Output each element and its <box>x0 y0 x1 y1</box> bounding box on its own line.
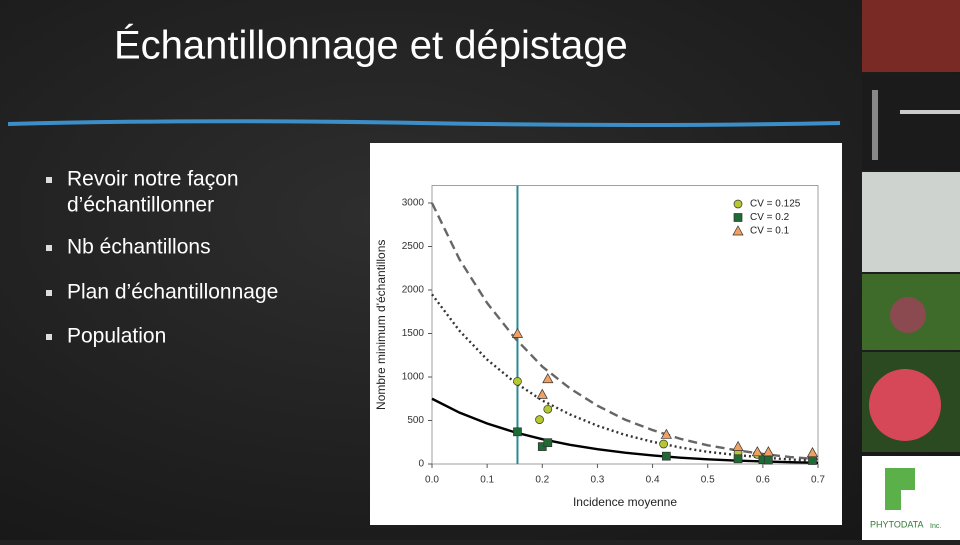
y-tick-label: 500 <box>407 415 424 426</box>
x-tick-label: 0.4 <box>646 475 660 486</box>
logo-name: PHYTODATA <box>870 519 924 529</box>
point <box>536 388 548 399</box>
fit-curve <box>431 397 819 464</box>
y-tick-label: 0 <box>418 459 424 470</box>
point <box>543 404 553 414</box>
x-tick-label: 0.3 <box>590 475 604 486</box>
point <box>806 446 819 458</box>
point <box>732 440 744 451</box>
x-tick-label: 0.6 <box>756 475 770 486</box>
point <box>662 451 671 461</box>
bullet-text: Plan d’échantillonnage <box>67 281 278 304</box>
x-tick-label: 0.2 <box>535 475 549 486</box>
x-tick-label: 0.1 <box>480 475 494 486</box>
bullet-marker <box>46 177 52 183</box>
slide-title: Échantillonnage et dépistage <box>114 23 628 68</box>
gel-band <box>900 110 960 114</box>
gel-lane <box>872 90 878 160</box>
bullet-text: Population <box>67 325 166 348</box>
legend-label: CV = 0.2 <box>750 212 790 223</box>
point <box>733 454 743 464</box>
logo-suffix: Inc. <box>930 523 941 530</box>
point <box>762 446 774 457</box>
point <box>513 377 522 386</box>
point <box>511 327 524 338</box>
y-tick-label: 1500 <box>402 328 425 339</box>
photo-strip: PHYTODATA Inc. <box>862 0 960 540</box>
photo <box>862 172 960 272</box>
bullet-text: Revoir notre façon <box>67 168 239 191</box>
bullet-marker <box>46 290 52 296</box>
legend-marker <box>732 225 744 236</box>
x-tick-label: 0.5 <box>701 475 715 486</box>
photo <box>862 74 960 170</box>
berry <box>890 297 926 333</box>
legend-label: CV = 0.125 <box>750 199 801 210</box>
y-tick-label: 2000 <box>402 285 425 296</box>
point <box>543 438 553 448</box>
y-tick-label: 3000 <box>402 198 425 209</box>
legend-label: CV = 0.1 <box>750 226 790 237</box>
legend-marker <box>733 199 743 209</box>
legend-marker <box>733 213 743 222</box>
point <box>659 439 668 449</box>
berry <box>869 369 941 441</box>
x-tick-label: 0.7 <box>811 475 825 486</box>
photo <box>862 0 960 72</box>
plot-frame <box>431 185 819 465</box>
point <box>542 373 554 384</box>
bullet-text: Nb échantillons <box>67 236 211 259</box>
bullet-marker <box>46 245 52 251</box>
point <box>764 455 773 465</box>
x-tick-label: 0.0 <box>425 475 439 486</box>
logo-mark <box>885 468 915 510</box>
y-axis-label: Nombre minimum d'échantillons <box>374 240 388 410</box>
point <box>535 415 544 424</box>
bullet-text: d’échantillonner <box>67 194 214 217</box>
fit-curve <box>430 202 819 461</box>
point <box>513 427 522 437</box>
bullet-marker <box>46 334 52 340</box>
y-tick-label: 1000 <box>402 372 425 383</box>
x-axis-label: Incidence moyenne <box>573 495 677 509</box>
point <box>660 428 672 439</box>
point <box>751 446 763 457</box>
point <box>808 456 817 465</box>
y-tick-label: 2500 <box>402 241 425 252</box>
title-underline <box>7 119 841 127</box>
